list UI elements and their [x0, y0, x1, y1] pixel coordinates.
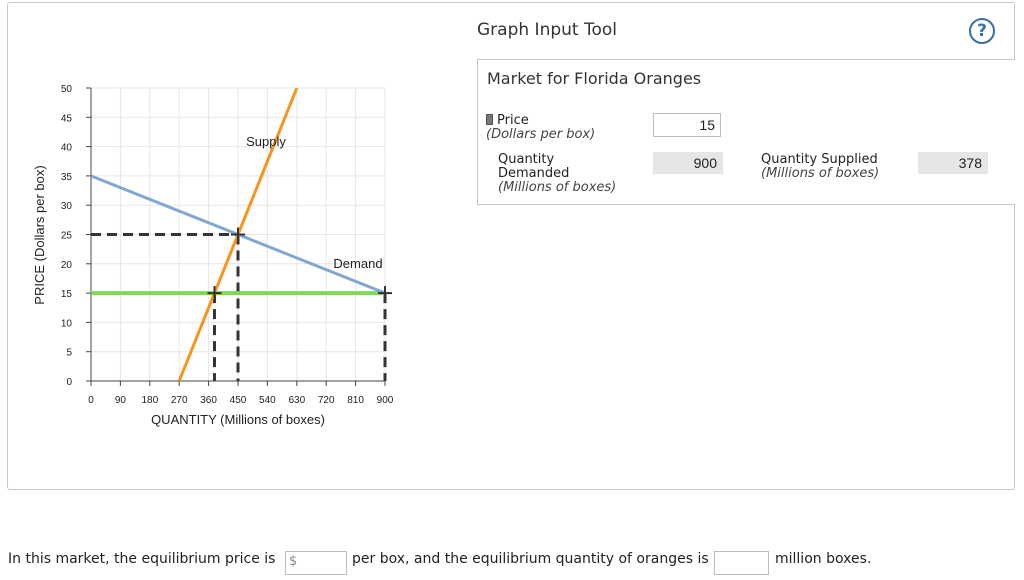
quantity-demanded-label-line2: Demanded	[498, 166, 570, 181]
supply-demand-chart[interactable]: 0 5 10 15 20 25 30 35 40 45 50 0 90 180 270 360 450 540 63…	[0, 0, 470, 440]
price-input[interactable]	[653, 113, 721, 137]
graph-input-tool-title: Graph Input Tool	[477, 20, 617, 40]
price-unit: (Dollars per box)	[486, 127, 596, 142]
price-label-group: Price (Dollars per box)	[486, 114, 595, 142]
y-axis-label: PRICE (Dollars per box)	[32, 165, 47, 304]
demand-label: Demand	[333, 256, 382, 271]
y-tick-label: 45	[61, 113, 73, 124]
equilibrium-quantity-input[interactable]	[714, 551, 769, 575]
quantity-supplied-label: Quantity Supplied	[761, 152, 878, 167]
x-tick-label: 900	[377, 395, 394, 406]
quantity-demanded-unit: (Millions of boxes)	[498, 180, 617, 195]
y-tick-label: 15	[61, 289, 73, 300]
quantity-supplied-value: 378	[918, 152, 988, 174]
quantity-supplied-unit: (Millions of boxes)	[761, 166, 880, 181]
chart-markers	[207, 227, 392, 301]
y-tick-label: 5	[66, 348, 72, 359]
x-tick-label: 270	[171, 395, 188, 406]
question-text-1: In this market, the equilibrium price is	[8, 551, 276, 567]
quantity-demanded-label-group: Quantity Demanded (Millions of boxes)	[498, 153, 616, 195]
help-button[interactable]: ?	[969, 18, 995, 44]
x-tick-label: 540	[259, 395, 276, 406]
quantity-demanded-value: 900	[653, 152, 723, 174]
y-tick-label: 10	[61, 318, 73, 329]
y-tick-label: 0	[66, 377, 72, 388]
y-tick-label: 25	[61, 231, 73, 242]
x-tick-label: 450	[230, 395, 247, 406]
x-tick-label: 0	[88, 395, 94, 406]
y-tick-label: 40	[61, 143, 73, 154]
market-title: Market for Florida Oranges	[487, 69, 702, 88]
price-marker-icon	[486, 114, 493, 125]
x-tick-label: 360	[200, 395, 217, 406]
y-tick-label: 35	[61, 172, 73, 183]
x-tick-label: 90	[115, 395, 127, 406]
x-axis-label: QUANTITY (Millions of boxes)	[151, 412, 325, 427]
x-tick-label: 720	[318, 395, 335, 406]
question-text-2: per box, and the equilibrium quantity of…	[352, 551, 709, 567]
x-tick-label: 180	[141, 395, 158, 406]
y-tick-label: 30	[61, 201, 73, 212]
x-tick-label: 810	[347, 395, 364, 406]
price-label: Price	[497, 113, 529, 128]
question-text-3: million boxes.	[775, 551, 872, 567]
equilibrium-price-input[interactable]: $	[285, 551, 347, 575]
chart-labels: 0 5 10 15 20 25 30 35 40 45 50 0 90 180 270 360 450 540 63…	[32, 84, 394, 427]
supply-label: Supply	[246, 134, 286, 149]
y-tick-label: 50	[61, 84, 73, 95]
y-tick-label: 20	[61, 260, 73, 271]
x-tick-label: 630	[288, 395, 305, 406]
dashed-guides	[91, 233, 387, 381]
quantity-supplied-label-group: Quantity Supplied (Millions of boxes)	[761, 153, 879, 181]
dollar-prefix: $	[289, 554, 298, 569]
quantity-demanded-label-line1: Quantity	[498, 152, 555, 167]
graph-input-tool-box: Market for Florida Oranges Price (Dollar…	[477, 59, 1015, 205]
